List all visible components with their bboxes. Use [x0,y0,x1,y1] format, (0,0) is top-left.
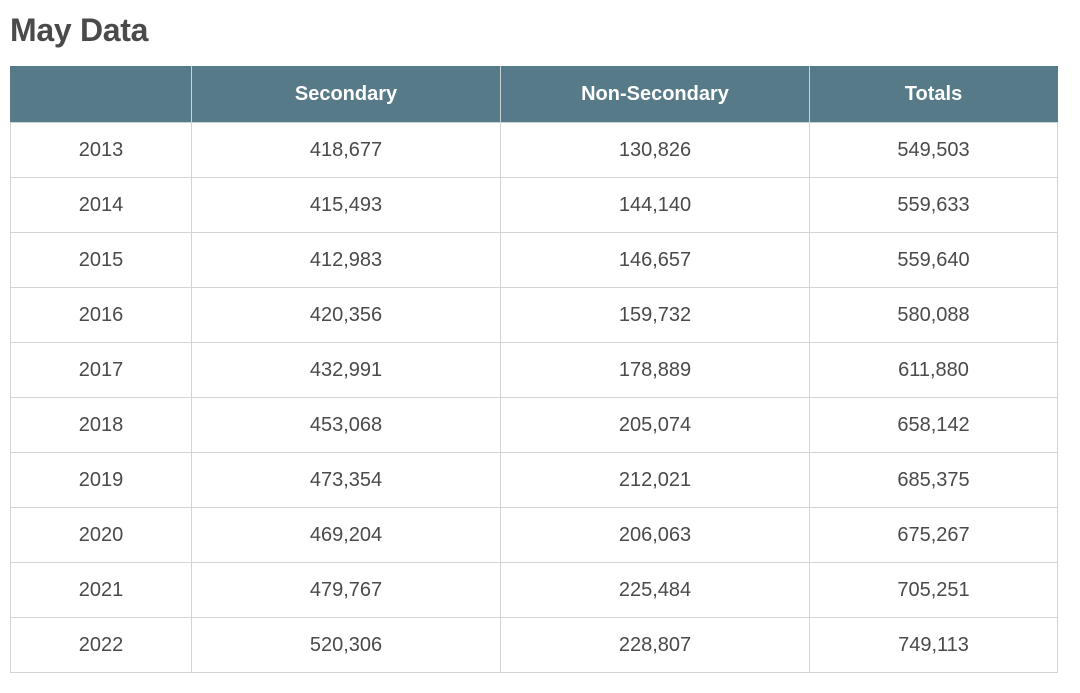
header-non-secondary: Non-Secondary [500,66,810,123]
secondary-cell: 473,354 [191,452,501,508]
table-row: 2015 412,983 146,657 559,640 [10,232,1058,288]
secondary-cell: 453,068 [191,397,501,453]
header-secondary: Secondary [191,66,501,123]
non-secondary-cell: 228,807 [500,617,810,673]
secondary-cell: 412,983 [191,232,501,288]
year-cell: 2018 [10,397,192,453]
table-row: 2018 453,068 205,074 658,142 [10,397,1058,453]
secondary-cell: 420,356 [191,287,501,343]
totals-cell: 559,640 [809,232,1058,288]
non-secondary-cell: 212,021 [500,452,810,508]
header-year [10,66,192,123]
totals-cell: 580,088 [809,287,1058,343]
secondary-cell: 432,991 [191,342,501,398]
secondary-cell: 520,306 [191,617,501,673]
totals-cell: 611,880 [809,342,1058,398]
totals-cell: 685,375 [809,452,1058,508]
non-secondary-cell: 130,826 [500,122,810,178]
secondary-cell: 418,677 [191,122,501,178]
year-cell: 2015 [10,232,192,288]
year-cell: 2016 [10,287,192,343]
year-cell: 2020 [10,507,192,563]
totals-cell: 658,142 [809,397,1058,453]
table-row: 2020 469,204 206,063 675,267 [10,507,1058,563]
non-secondary-cell: 206,063 [500,507,810,563]
non-secondary-cell: 159,732 [500,287,810,343]
totals-cell: 559,633 [809,177,1058,233]
totals-cell: 705,251 [809,562,1058,618]
data-table: Secondary Non-Secondary Totals 2013 418,… [10,66,1058,673]
non-secondary-cell: 225,484 [500,562,810,618]
table-row: 2013 418,677 130,826 549,503 [10,122,1058,178]
table-row: 2019 473,354 212,021 685,375 [10,452,1058,508]
secondary-cell: 479,767 [191,562,501,618]
secondary-cell: 415,493 [191,177,501,233]
totals-cell: 675,267 [809,507,1058,563]
table-row: 2016 420,356 159,732 580,088 [10,287,1058,343]
year-cell: 2019 [10,452,192,508]
table-row: 2017 432,991 178,889 611,880 [10,342,1058,398]
non-secondary-cell: 146,657 [500,232,810,288]
table-body: 2013 418,677 130,826 549,503 2014 415,49… [10,122,1058,673]
year-cell: 2022 [10,617,192,673]
year-cell: 2013 [10,122,192,178]
secondary-cell: 469,204 [191,507,501,563]
table-row: 2022 520,306 228,807 749,113 [10,617,1058,673]
year-cell: 2017 [10,342,192,398]
totals-cell: 549,503 [809,122,1058,178]
totals-cell: 749,113 [809,617,1058,673]
year-cell: 2014 [10,177,192,233]
non-secondary-cell: 178,889 [500,342,810,398]
table-header-row: Secondary Non-Secondary Totals [10,66,1058,123]
page-title: May Data [10,12,149,48]
table-row: 2021 479,767 225,484 705,251 [10,562,1058,618]
header-totals: Totals [809,66,1058,123]
non-secondary-cell: 144,140 [500,177,810,233]
year-cell: 2021 [10,562,192,618]
non-secondary-cell: 205,074 [500,397,810,453]
table-row: 2014 415,493 144,140 559,633 [10,177,1058,233]
